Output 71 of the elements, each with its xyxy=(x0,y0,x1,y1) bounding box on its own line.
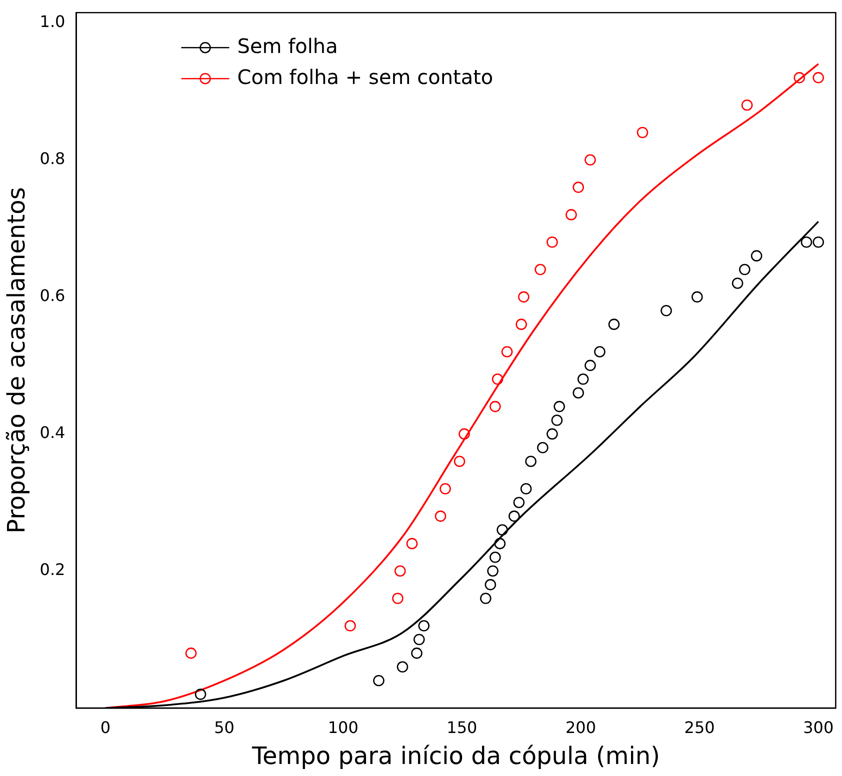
point xyxy=(513,496,525,508)
point xyxy=(554,400,565,412)
point xyxy=(812,72,824,84)
point xyxy=(492,373,504,385)
point xyxy=(373,674,384,686)
y-tick-label: 0.6 xyxy=(40,286,66,306)
point xyxy=(692,291,703,303)
x-tick-label: 150 xyxy=(446,718,478,737)
x-tick-label: 100 xyxy=(328,718,358,737)
y-tick-label: 1.0 xyxy=(40,12,66,32)
point xyxy=(496,524,508,536)
point xyxy=(577,373,589,385)
point xyxy=(434,510,446,522)
x-tick-label: 50 xyxy=(214,718,234,737)
point xyxy=(794,72,805,84)
y-tick-label: 0.8 xyxy=(40,149,66,168)
point xyxy=(487,565,498,577)
point xyxy=(584,360,596,372)
point xyxy=(594,346,606,358)
point xyxy=(394,565,406,577)
legend-label: Sem folha xyxy=(237,34,338,58)
x-axis-title: Tempo para início da cópula (min) xyxy=(250,742,660,770)
point xyxy=(741,99,753,111)
x-tick-label: 300 xyxy=(803,718,834,737)
point xyxy=(392,592,404,604)
y-tick-label: 0.4 xyxy=(40,423,66,442)
point xyxy=(406,538,418,550)
point xyxy=(494,538,506,550)
y-tick-label: 0.2 xyxy=(40,560,66,580)
point xyxy=(418,620,430,632)
point xyxy=(608,318,620,330)
point xyxy=(413,634,425,646)
point xyxy=(660,304,672,316)
point xyxy=(572,182,584,193)
point xyxy=(812,236,824,248)
point xyxy=(551,414,563,426)
point xyxy=(508,510,520,522)
x-tick-label: 200 xyxy=(565,718,596,737)
point xyxy=(396,661,408,673)
point xyxy=(185,648,197,659)
point xyxy=(520,483,532,494)
point xyxy=(750,250,762,262)
point xyxy=(454,456,466,468)
point xyxy=(572,387,584,398)
point xyxy=(636,126,648,138)
point xyxy=(480,592,492,604)
point xyxy=(739,264,750,276)
point xyxy=(501,346,513,358)
point xyxy=(525,456,536,468)
point xyxy=(566,209,577,220)
point xyxy=(458,428,470,440)
point xyxy=(546,428,558,440)
point xyxy=(800,236,812,248)
point xyxy=(490,552,501,563)
point xyxy=(516,318,527,330)
y-axis-title: Proporção de acasalamentos xyxy=(2,187,31,534)
x-tick-label: 0 xyxy=(100,718,111,737)
point xyxy=(537,442,548,454)
point xyxy=(490,400,501,412)
point xyxy=(732,278,744,289)
point xyxy=(440,483,451,494)
point xyxy=(484,579,496,590)
point xyxy=(518,291,530,303)
point xyxy=(534,264,546,276)
point xyxy=(344,620,356,632)
x-tick-label: 250 xyxy=(684,718,715,737)
legend-label: Com folha + sem contato xyxy=(237,64,494,89)
point xyxy=(584,154,596,166)
point xyxy=(546,236,558,248)
point xyxy=(194,688,206,700)
point xyxy=(411,648,422,659)
